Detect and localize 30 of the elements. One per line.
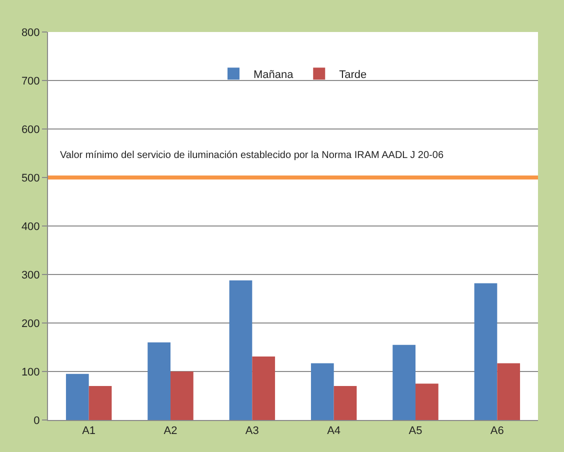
x-tick-label: A4 <box>327 425 341 438</box>
legend-label: Mañana <box>254 68 294 81</box>
bar <box>252 356 276 420</box>
y-tick-label: 300 <box>21 269 40 282</box>
y-tick-label: 400 <box>21 220 40 233</box>
ref-line-label: Valor mínimo del servicio de iluminación establecido por la Norma IRAM AADL J 20-06 <box>60 150 444 161</box>
y-tick-label: 600 <box>21 124 40 136</box>
x-tick-label: A5 <box>408 425 422 438</box>
x-tick-label: A2 <box>164 425 178 438</box>
y-tick-label: 700 <box>21 75 40 88</box>
bar <box>497 363 520 420</box>
y-tick-label: 500 <box>21 172 40 184</box>
bar <box>229 280 252 420</box>
bar <box>88 386 112 420</box>
bar <box>392 344 416 420</box>
bar <box>148 342 170 420</box>
y-tick-label: 800 <box>21 26 40 39</box>
x-tick-label: A1 <box>82 425 96 438</box>
bar <box>334 386 357 420</box>
x-tick-label: A6 <box>490 425 504 438</box>
y-tick-label: 200 <box>21 318 40 330</box>
x-tick-label: A3 <box>245 425 259 438</box>
bar <box>66 374 89 420</box>
bar <box>416 384 438 420</box>
y-tick-label: 0 <box>34 414 40 427</box>
legend-label: Tarde <box>339 68 367 81</box>
bar <box>170 372 194 420</box>
bar <box>310 363 334 420</box>
bar <box>474 283 498 420</box>
y-tick-label: 100 <box>21 366 40 378</box>
